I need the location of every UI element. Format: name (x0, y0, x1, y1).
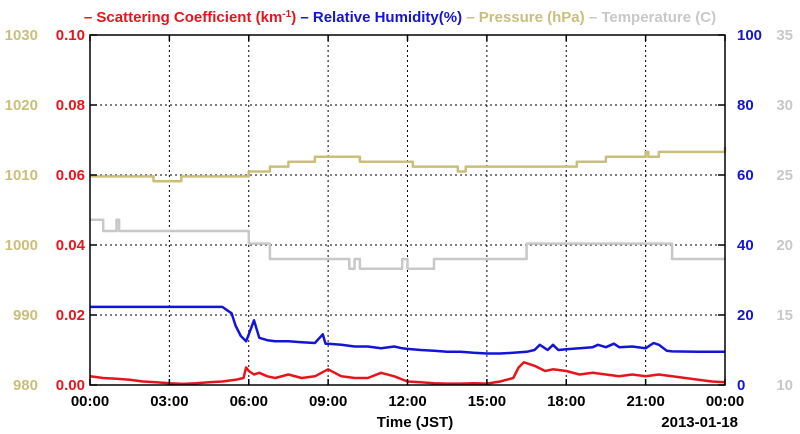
series-line-temperature (90, 218, 725, 271)
pressure-tick-label: 1000 (5, 237, 38, 254)
humidity-tick-label: 100 (737, 27, 762, 44)
scattering-tick-label: 0.02 (56, 307, 85, 324)
x-tick-label: 21:00 (626, 393, 664, 410)
x-tick-label: 00:00 (71, 393, 109, 410)
temperature-tick-label: 15 (776, 307, 793, 324)
grid (90, 35, 725, 385)
title-part-0: – Scattering Coefficient (km (84, 9, 282, 26)
temperature-tick-label: 20 (776, 237, 793, 254)
series-layer (89, 147, 727, 386)
scattering-tick-label: 0.00 (56, 377, 85, 394)
x-tick-label: 03:00 (150, 393, 188, 410)
x-tick-label: 06:00 (230, 393, 268, 410)
x-tick-label: 15:00 (468, 393, 506, 410)
humidity-tick-label: 20 (737, 307, 754, 324)
pressure-tick-label: 990 (13, 307, 38, 324)
pressure-tick-label: 980 (13, 377, 38, 394)
x-tick-label: 09:00 (309, 393, 347, 410)
series-line-scattering (89, 361, 726, 386)
humidity-tick-label: 40 (737, 237, 754, 254)
chart-title: – Scattering Coefficient (km-1) – Relati… (84, 9, 716, 27)
series-line-humidity (90, 305, 725, 355)
ticks (89, 34, 726, 386)
scattering-tick-label: 0.04 (56, 237, 86, 254)
title-part-4: – Pressure (hPa) (466, 9, 589, 26)
date-label: 2013-01-18 (661, 414, 738, 431)
x-tick-label: 00:00 (706, 393, 744, 410)
pressure-tick-label: 1030 (5, 27, 38, 44)
temperature-tick-label: 25 (776, 167, 793, 184)
humidity-tick-label: 0 (737, 377, 745, 394)
title-part-2: ) (291, 9, 300, 26)
title-part-3: – Relative Humidity(%) (300, 9, 466, 26)
pressure-tick-label: 1010 (5, 167, 38, 184)
temperature-tick-label: 10 (776, 377, 793, 394)
title-part-1: -1 (282, 9, 291, 20)
x-tick-label: 12:00 (388, 393, 426, 410)
title-part-5: – Temperature (C) (589, 9, 716, 26)
temperature-tick-label: 35 (776, 27, 793, 44)
humidity-tick-label: 60 (737, 167, 754, 184)
scattering-tick-label: 0.06 (56, 167, 85, 184)
axis-labels: 00:00 03:00 06:00 09:00 12:00 15:00 18:00 21:00… (5, 27, 793, 410)
temperature-tick-label: 30 (776, 97, 793, 114)
pressure-tick-label: 1020 (5, 97, 38, 114)
x-tick-label: 18:00 (547, 393, 585, 410)
scattering-tick-label: 0.10 (56, 27, 85, 44)
x-axis-title: Time (JST) (377, 414, 453, 431)
humidity-tick-label: 80 (737, 97, 754, 114)
scattering-tick-label: 0.08 (56, 97, 85, 114)
series-line-pressure (90, 147, 727, 183)
